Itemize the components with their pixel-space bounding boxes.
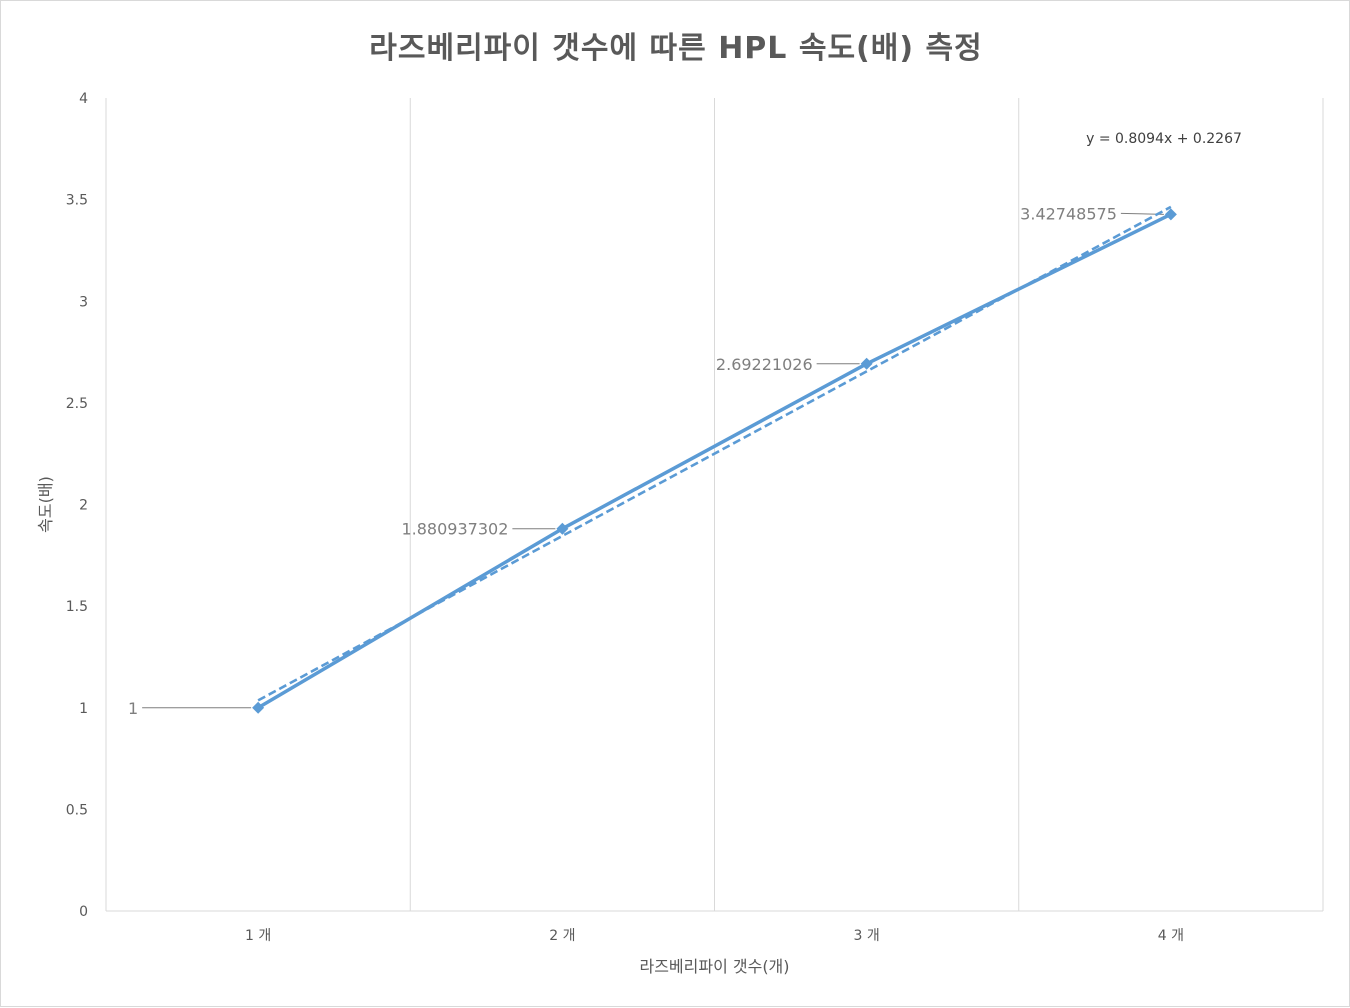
y-tick-label: 1	[79, 701, 88, 717]
chart-title: 라즈베리파이 갯수에 따른 HPL 속도(배) 측정	[369, 31, 983, 66]
y-tick-label: 4	[79, 91, 88, 107]
y-tick-label: 3	[79, 294, 88, 310]
trendline-equation: y = 0.8094x + 0.2267	[1086, 131, 1242, 147]
x-tick-label: 2 개	[549, 928, 575, 944]
y-tick-label: 3.5	[66, 193, 88, 209]
data-label: 2.69221026	[716, 355, 813, 374]
data-label: 3.42748575	[1020, 204, 1117, 223]
y-tick-label: 2	[79, 498, 88, 514]
y-tick-label: 0	[79, 904, 88, 920]
data-point-marker	[860, 357, 873, 370]
y-tick-label: 1.5	[66, 599, 88, 615]
y-axis-title: 속도(배)	[36, 476, 55, 533]
data-point-marker	[1164, 208, 1177, 221]
x-tick-label: 4 개	[1158, 928, 1184, 944]
data-label: 1	[128, 699, 138, 718]
x-tick-label: 3 개	[854, 928, 880, 944]
y-tick-label: 0.5	[66, 802, 88, 818]
x-tick-label: 1 개	[245, 928, 271, 944]
data-point-marker	[556, 522, 569, 535]
data-point-marker	[252, 701, 265, 714]
series-line	[257, 212, 1172, 710]
y-tick-label: 2.5	[66, 396, 88, 412]
x-axis-title: 라즈베리파이 갯수(개)	[639, 957, 789, 976]
data-label: 1.880937302	[401, 520, 508, 539]
